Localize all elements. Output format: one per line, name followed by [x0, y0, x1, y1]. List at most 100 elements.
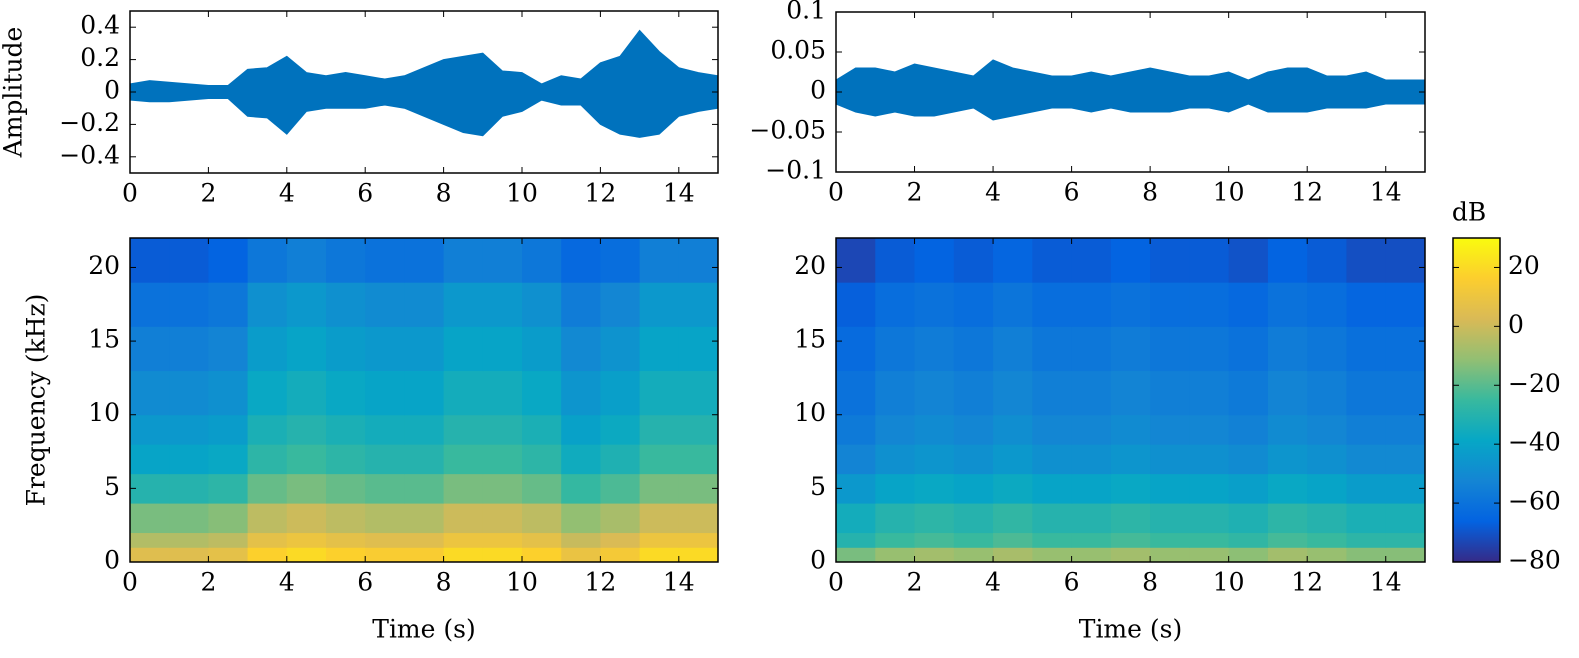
spectrogram-cell — [993, 444, 1033, 475]
spectrogram-cell — [953, 532, 994, 548]
spectrogram-cell — [208, 547, 249, 563]
spectrogram-cell — [1071, 444, 1112, 475]
spectrogram-cell — [365, 282, 405, 327]
spectrogram-cell — [130, 532, 170, 548]
spectrogram-cell — [600, 532, 641, 548]
spectrogram-cell — [1228, 282, 1269, 327]
spectrogram-cell — [836, 326, 876, 372]
spectrogram-cell — [1346, 282, 1387, 327]
spectrogram-cell — [678, 444, 719, 475]
spectrogram-cell — [208, 532, 249, 548]
spectrogram-cell — [1228, 503, 1269, 534]
spectrogram-cell — [1032, 532, 1073, 548]
spectrogram-cell — [326, 503, 366, 534]
y-tick-label: 10 — [88, 398, 120, 427]
y-tick-label: 0.05 — [770, 36, 826, 65]
spectrogram-cell — [522, 503, 562, 534]
spectrogram-cell — [1110, 414, 1151, 445]
spectrogram-cell — [404, 473, 445, 504]
spectrogram-cell — [1228, 370, 1269, 416]
spectrogram-cell — [208, 326, 249, 372]
spectrogram-cell — [365, 326, 405, 372]
y-tick-label: 0 — [104, 546, 120, 575]
spectrogram-cell — [286, 282, 327, 327]
spectrogram-cell — [365, 414, 405, 445]
spectrogram-cell — [836, 282, 876, 327]
spectrogram-cell — [1267, 370, 1308, 416]
x-tick-label: 0 — [122, 179, 138, 208]
spectrogram-cell — [993, 238, 1033, 283]
spectrogram-cell — [365, 532, 405, 548]
spectrogram-cell — [169, 370, 209, 416]
spectrogram-cell — [1267, 547, 1308, 563]
spectrogram-cell — [443, 473, 484, 504]
x-tick-label: 4 — [279, 568, 295, 597]
spectrogram-cell — [561, 503, 601, 534]
y-tick-label: 5 — [104, 472, 120, 501]
spectrogram-cell — [169, 473, 209, 504]
spectrogram-cell — [326, 282, 366, 327]
spectrogram-cell — [326, 326, 366, 372]
spectrogram-cell — [404, 326, 445, 372]
spectrogram-cell — [1267, 532, 1308, 548]
spectrogram-cell — [1267, 238, 1308, 283]
spectrogram-cell — [639, 326, 680, 372]
spectrogram-cell — [1189, 326, 1230, 372]
spectrogram-cell — [1150, 532, 1190, 548]
waveform-envelope — [835, 91, 1426, 121]
spectrogram-cell — [1267, 326, 1308, 372]
spectrogram-cell — [875, 282, 916, 327]
spectrogram-cell — [1150, 503, 1190, 534]
spectrogram-cell — [1032, 326, 1073, 372]
spectrogram-cell — [443, 503, 484, 534]
spectrogram-cell — [600, 444, 641, 475]
waveform-envelope — [129, 29, 719, 93]
spectrogram-cell — [1228, 326, 1269, 372]
spectrogram-cell — [1150, 370, 1190, 416]
spectrogram-cell — [1189, 503, 1230, 534]
y-tick-label: 20 — [794, 251, 826, 280]
x-tick-label: 4 — [279, 179, 295, 208]
spectrogram-cell — [1267, 414, 1308, 445]
spectrogram-cell — [1346, 414, 1387, 445]
spectrogram-cell — [404, 547, 445, 563]
spectrogram-cell — [1032, 238, 1073, 283]
spectrogram-cell — [639, 503, 680, 534]
spectrogram-cell — [208, 238, 249, 283]
spectrogram-cell — [169, 547, 209, 563]
colorbar-tick-label: −40 — [1508, 428, 1561, 457]
spectrogram-cell — [326, 547, 366, 563]
spectrogram-cell — [208, 503, 249, 534]
spectrogram-cell — [1346, 547, 1387, 563]
spectrogram-cell — [365, 473, 405, 504]
x-tick-label: 6 — [357, 179, 373, 208]
spectrogram-cell — [914, 238, 955, 283]
spectrogram-cell — [836, 414, 876, 445]
spectrogram-cell — [208, 282, 249, 327]
spectrogram-cell — [1267, 503, 1308, 534]
spectrogram-cell — [1150, 547, 1190, 563]
spectrogram-cell — [1346, 326, 1387, 372]
y-tick-label: 5 — [810, 472, 826, 501]
spectrogram-cell — [404, 282, 445, 327]
spectrogram-cell — [1071, 547, 1112, 563]
spectrogram-cell — [875, 444, 916, 475]
spectrogram-cell — [130, 282, 170, 327]
x-tick-label: 12 — [584, 179, 616, 208]
spectrogram-cell — [130, 503, 170, 534]
spectrogram-cell — [522, 370, 562, 416]
spectrogram-cell — [600, 238, 641, 283]
spectrogram-cell — [1346, 473, 1387, 504]
spectrogram-cell — [208, 473, 249, 504]
spectrogram-cell — [1385, 370, 1426, 416]
spectrogram-cell — [1032, 547, 1073, 563]
spectrogram-cell — [1228, 238, 1269, 283]
spectrogram-cell — [678, 414, 719, 445]
spectrogram-cell — [404, 370, 445, 416]
spectrogram-cell — [561, 414, 601, 445]
spectrogram-cell — [914, 370, 955, 416]
colorbar-tick-label: −20 — [1508, 369, 1561, 398]
spectrogram-cell — [993, 532, 1033, 548]
y-tick-label: −0.2 — [59, 108, 120, 137]
y-tick-label: −0.4 — [59, 140, 120, 169]
